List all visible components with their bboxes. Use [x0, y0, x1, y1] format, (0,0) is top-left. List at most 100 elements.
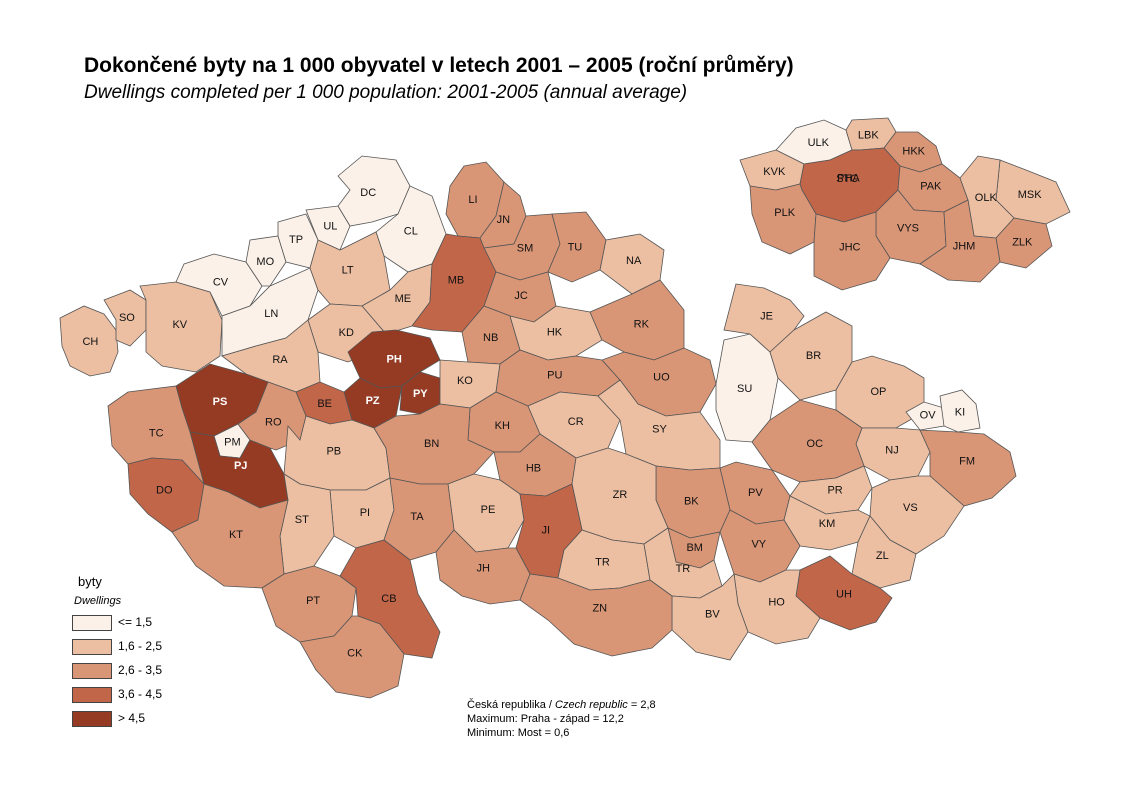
map-title: Dokončené byty na 1 000 obyvatel v letec…	[84, 54, 794, 77]
district-label-st: ST	[295, 514, 309, 526]
district-label-py: PY	[413, 388, 428, 400]
legend-class-1: <= 1,5	[72, 615, 192, 639]
district-label-ki: KI	[955, 407, 965, 419]
region-jhm	[919, 199, 1001, 283]
region-label-plk: PLK	[774, 207, 795, 219]
district-oc	[751, 399, 865, 483]
district-ul	[305, 205, 351, 251]
district-label-bm: BM	[686, 542, 703, 554]
legend-class-2: 1,6 - 2,5	[72, 639, 192, 663]
district-so	[103, 289, 147, 347]
legend-title: byty	[78, 574, 102, 589]
district-label-tr1: TR	[595, 556, 610, 568]
district-label-br: BR	[806, 350, 821, 362]
district-label-je: JE	[760, 311, 773, 323]
region-label-lbk: LBK	[858, 129, 879, 141]
district-label-pi: PI	[360, 507, 370, 519]
district-pt	[261, 565, 357, 643]
region-label-stc: STC	[836, 173, 858, 185]
region-label-vys: VYS	[897, 222, 919, 234]
district-dc	[337, 155, 411, 227]
region-label-kvk: KVK	[763, 166, 786, 178]
legend-label: <= 1,5	[118, 615, 153, 629]
map-subtitle: Dwellings completed per 1 000 population…	[84, 82, 688, 103]
district-label-km: KM	[819, 518, 836, 530]
region-label-hkk: HKK	[902, 145, 925, 157]
legend-swatch	[72, 615, 112, 631]
district-label-tr2: TR	[676, 563, 691, 575]
note-minimum: Minimum: Most = 0,6	[467, 727, 570, 739]
region-jhc	[813, 211, 891, 291]
district-label-ko: KO	[457, 375, 473, 387]
district-label-zl: ZL	[876, 550, 889, 562]
region-label-jhm: JHM	[953, 241, 976, 253]
district-label-ul: UL	[323, 220, 337, 232]
district-label-do: DO	[156, 485, 173, 497]
district-label-ch: CH	[82, 336, 98, 348]
district-label-bn: BN	[424, 438, 439, 450]
district-label-mb: MB	[448, 275, 465, 287]
district-label-pm: PM	[224, 437, 241, 449]
district-label-kh: KH	[495, 420, 510, 432]
district-label-so: SO	[119, 312, 135, 324]
district-label-fm: FM	[959, 456, 975, 468]
district-label-su: SU	[737, 383, 752, 395]
district-label-me: ME	[395, 293, 412, 305]
district-label-pb: PB	[326, 445, 341, 457]
district-label-na: NA	[626, 255, 642, 267]
district-label-pr: PR	[827, 485, 842, 497]
region-label-jhc: JHC	[839, 242, 860, 254]
district-label-ps: PS	[213, 396, 228, 408]
note-maximum: Maximum: Praha - západ = 12,2	[467, 713, 624, 725]
district-label-hb: HB	[526, 463, 541, 475]
district-label-sm: SM	[517, 243, 534, 255]
district-label-op: OP	[870, 386, 886, 398]
district-op	[835, 355, 925, 429]
legend-swatch	[72, 687, 112, 703]
district-label-bv: BV	[705, 609, 720, 621]
region-label-zlk: ZLK	[1012, 237, 1033, 249]
district-label-kt: KT	[229, 529, 243, 541]
district-label-dc: DC	[360, 187, 376, 199]
district-label-cr: CR	[568, 416, 584, 428]
map-labels: CH SO KV CV MO TP UL DC CL LN LT ME KD RA LI JN SM TU MB JC…	[82, 129, 1042, 659]
region-label-olk: OLK	[975, 192, 998, 204]
district-label-pt: PT	[306, 595, 320, 607]
district-label-pz: PZ	[366, 395, 380, 407]
district-label-nj: NJ	[885, 444, 898, 456]
district-label-cl: CL	[404, 226, 418, 238]
district-label-ck: CK	[347, 647, 363, 659]
district-lt	[309, 231, 391, 307]
district-label-uo: UO	[653, 372, 670, 384]
district-label-tc: TC	[149, 428, 164, 440]
legend-label: 3,6 - 4,5	[118, 687, 163, 701]
district-label-li: LI	[468, 194, 477, 206]
district-label-sy: SY	[652, 424, 667, 436]
district-ck	[299, 615, 405, 699]
legend-swatch	[72, 711, 112, 727]
district-label-jc: JC	[514, 290, 528, 302]
legend-label: 2,6 - 3,5	[118, 663, 163, 677]
district-label-tu: TU	[568, 242, 583, 254]
region-label-ulk: ULK	[808, 137, 830, 149]
region-label-pak: PAK	[920, 180, 942, 192]
district-label-jh: JH	[476, 562, 490, 574]
district-label-cv: CV	[213, 277, 229, 289]
district-label-tp: TP	[289, 234, 303, 246]
district-label-kd: KD	[339, 327, 354, 339]
district-label-ho: HO	[768, 597, 785, 609]
district-kt	[171, 483, 289, 589]
legend-subtitle: Dwellings	[74, 595, 122, 607]
region-label-msk: MSK	[1018, 189, 1043, 201]
district-label-ln: LN	[264, 308, 278, 320]
district-label-vs: VS	[903, 502, 918, 514]
legend-label: > 4,5	[118, 711, 146, 725]
district-label-pu: PU	[547, 370, 562, 382]
map-notes: Česká republika / Czech republic = 2,8 M…	[467, 698, 656, 740]
district-zn	[519, 573, 673, 657]
district-label-ro: RO	[265, 417, 282, 429]
legend-swatch	[72, 663, 112, 679]
district-label-hk: HK	[547, 327, 563, 339]
district-label-pv: PV	[748, 487, 763, 499]
